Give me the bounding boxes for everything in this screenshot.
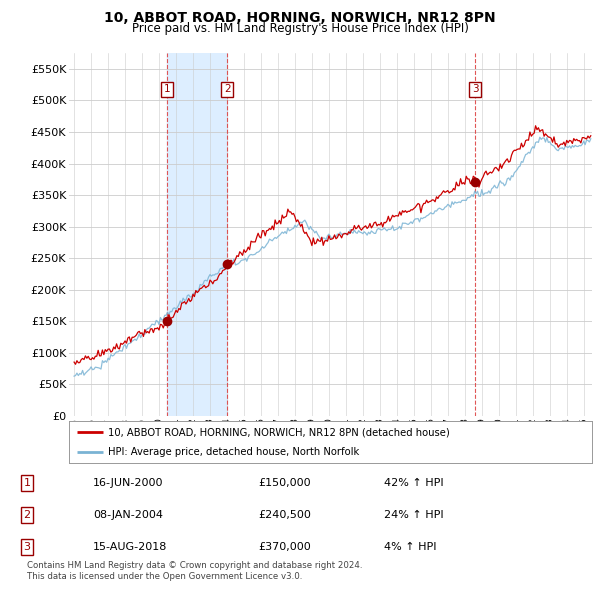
- Text: £240,500: £240,500: [258, 510, 311, 520]
- Text: 10, ABBOT ROAD, HORNING, NORWICH, NR12 8PN (detached house): 10, ABBOT ROAD, HORNING, NORWICH, NR12 8…: [108, 427, 450, 437]
- Text: 24% ↑ HPI: 24% ↑ HPI: [384, 510, 443, 520]
- Text: This data is licensed under the Open Government Licence v3.0.: This data is licensed under the Open Gov…: [27, 572, 302, 581]
- Text: Price paid vs. HM Land Registry's House Price Index (HPI): Price paid vs. HM Land Registry's House …: [131, 22, 469, 35]
- Text: £370,000: £370,000: [258, 542, 311, 552]
- Text: 08-JAN-2004: 08-JAN-2004: [93, 510, 163, 520]
- Text: 10, ABBOT ROAD, HORNING, NORWICH, NR12 8PN: 10, ABBOT ROAD, HORNING, NORWICH, NR12 8…: [104, 11, 496, 25]
- Text: 2: 2: [224, 84, 230, 94]
- Text: 3: 3: [23, 542, 31, 552]
- Text: 3: 3: [472, 84, 479, 94]
- Bar: [167, 53, 227, 416]
- Text: HPI: Average price, detached house, North Norfolk: HPI: Average price, detached house, Nort…: [108, 447, 359, 457]
- Text: 16-JUN-2000: 16-JUN-2000: [93, 478, 163, 488]
- Text: 15-AUG-2018: 15-AUG-2018: [93, 542, 167, 552]
- Text: Contains HM Land Registry data © Crown copyright and database right 2024.: Contains HM Land Registry data © Crown c…: [27, 560, 362, 569]
- Text: £150,000: £150,000: [258, 478, 311, 488]
- Text: 42% ↑ HPI: 42% ↑ HPI: [384, 478, 443, 488]
- Text: 2: 2: [23, 510, 31, 520]
- Text: 1: 1: [23, 478, 31, 488]
- Text: 4% ↑ HPI: 4% ↑ HPI: [384, 542, 437, 552]
- Text: 1: 1: [164, 84, 170, 94]
